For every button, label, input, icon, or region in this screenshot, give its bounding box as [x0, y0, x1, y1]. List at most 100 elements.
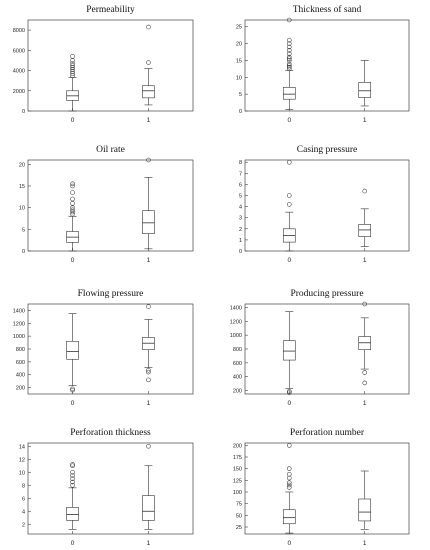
x-tick-label: 1 [363, 540, 367, 547]
outlier-point [362, 301, 367, 307]
y-tick-label: 100 [233, 490, 242, 496]
outlier-point [287, 390, 292, 395]
plot-frame [27, 303, 194, 395]
y-tick-label: 20 [236, 42, 242, 48]
outlier-point [287, 64, 292, 70]
outlier-point [70, 190, 75, 195]
x-tick-label: 0 [71, 540, 75, 547]
y-tick-label: 0 [239, 109, 242, 115]
chart-title: Flowing pressure [78, 289, 144, 299]
chart-title: Perforation number [290, 427, 365, 438]
y-tick-label: 3 [239, 216, 242, 222]
box-0 [66, 313, 79, 393]
y-tick-label: 4 [239, 205, 242, 211]
x-tick-label: 0 [71, 117, 75, 124]
outlier-point [287, 443, 292, 448]
y-tick-label: 4 [22, 509, 25, 515]
chart-panel: Perforation number 25 50 75 100 125 150 175 200 0… [233, 427, 410, 547]
outlier-point [70, 473, 75, 478]
y-tick-label: 800 [16, 347, 25, 353]
y-tick-label: 6000 [13, 48, 25, 54]
outlier-point [362, 188, 367, 194]
outlier-point [287, 44, 292, 50]
y-tick-label: 5 [239, 92, 242, 98]
outlier-point [70, 209, 75, 215]
y-tick-label: 8 [22, 483, 25, 489]
plot-frame [244, 303, 410, 395]
box-1 [142, 443, 155, 530]
outlier-point [70, 469, 75, 475]
plot-frame [244, 159, 410, 252]
outlier-point [146, 369, 151, 375]
chart-panel: Casing pressure 0 1 2 3 4 5 6 7 8 0 1 [239, 145, 410, 264]
outlier-point [70, 205, 75, 210]
x-tick-label: 0 [287, 117, 291, 124]
y-tick-label: 800 [233, 347, 242, 353]
outlier-point [287, 61, 292, 67]
outlier-point [287, 51, 292, 56]
y-tick-label: 200 [233, 389, 242, 395]
y-tick-label: 75 [236, 502, 242, 508]
box-0 [66, 54, 79, 112]
y-tick-label: 1 [239, 238, 242, 244]
y-tick-label: 1400 [230, 305, 242, 311]
y-tick-label: 400 [16, 373, 25, 379]
iqr-box [66, 340, 79, 360]
outlier-point [70, 463, 75, 469]
y-tick-label: 150 [233, 467, 242, 473]
plot-frame [27, 442, 194, 535]
outlier-point [146, 367, 151, 373]
x-tick-label: 1 [363, 400, 367, 407]
iqr-box [358, 224, 372, 237]
outlier-point [70, 207, 75, 213]
box-0 [66, 181, 79, 252]
iqr-box [358, 498, 372, 522]
outlier-point [287, 193, 292, 198]
outlier-point [287, 58, 292, 63]
outlier-point [287, 63, 292, 68]
y-tick-label: 20 [19, 162, 25, 168]
y-tick-label: 2 [22, 522, 25, 528]
outlier-point [70, 386, 75, 392]
x-tick-label: 1 [147, 540, 151, 547]
iqr-box [142, 495, 155, 521]
iqr-box [358, 82, 372, 98]
iqr-box [66, 507, 79, 521]
outlier-point [362, 370, 367, 375]
y-tick-label: 0 [22, 249, 25, 255]
chart-title: Perforation thickness [70, 427, 151, 438]
box-1 [142, 304, 155, 383]
y-tick-label: 200 [233, 443, 242, 449]
box-0 [282, 17, 296, 110]
x-tick-label: 1 [363, 257, 367, 264]
y-tick-label: 10 [236, 75, 242, 81]
y-tick-label: 6 [239, 182, 242, 188]
y-tick-label: 5 [239, 194, 242, 200]
outlier-point [70, 201, 75, 206]
y-tick-label: 2000 [13, 89, 25, 95]
outlier-point [70, 387, 75, 393]
y-tick-label: 125 [233, 478, 242, 484]
outlier-point [70, 196, 75, 202]
x-tick-label: 0 [287, 540, 291, 547]
outlier-point [70, 476, 75, 482]
outlier-point [70, 183, 75, 189]
x-tick-label: 1 [363, 117, 367, 124]
plot-frame [244, 442, 410, 535]
chart-title: Producing pressure [290, 289, 363, 299]
y-tick-label: 8 [239, 160, 242, 166]
y-tick-label: 6 [22, 496, 25, 502]
chart-title: Permeability [86, 5, 135, 15]
y-tick-label: 0 [22, 109, 25, 115]
chart-panel: Permeability 0 2000 4000 6000 8000 0 1 [13, 5, 194, 124]
box-1 [142, 24, 155, 106]
outlier-point [70, 211, 75, 217]
y-tick-label: 5 [22, 227, 25, 233]
chart-panel: Flowing pressure 200 400 600 800 1000 1200 1400… [13, 289, 194, 407]
iqr-box [142, 210, 155, 234]
outlier-point [287, 466, 292, 471]
y-tick-label: 50 [236, 513, 242, 519]
chart-title: Casing pressure [297, 145, 357, 155]
x-tick-label: 0 [287, 257, 291, 264]
